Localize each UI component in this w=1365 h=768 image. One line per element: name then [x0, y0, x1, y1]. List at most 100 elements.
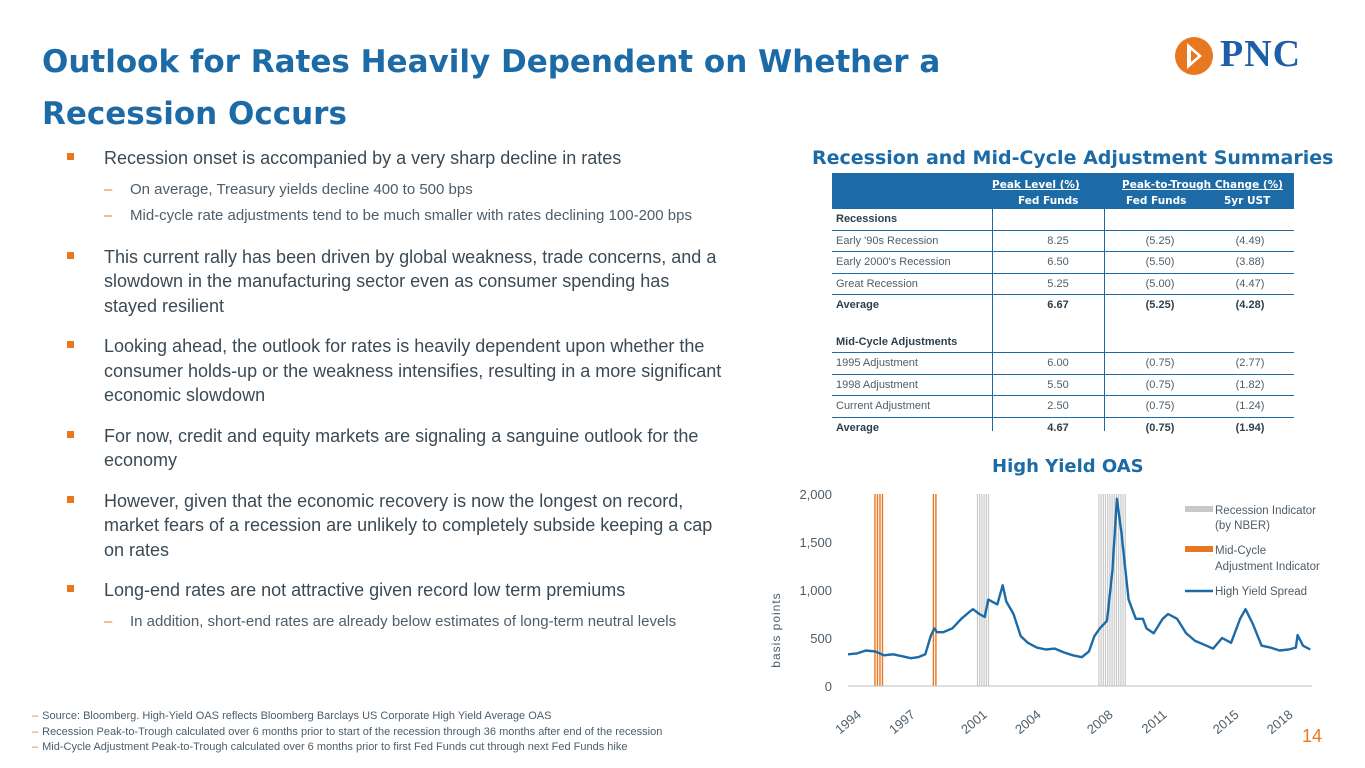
cell-name: Early '90s Recession: [836, 234, 939, 247]
cell-5yr-ust-change: (1.24): [1235, 400, 1265, 412]
table-divider: [1104, 209, 1105, 431]
page-title-line1: Outlook for Rates Heavily Dependent on W…: [42, 44, 941, 80]
sub-bullet-marker: –: [104, 612, 113, 630]
bullet-marker: [67, 251, 74, 259]
cell-name: Great Recession: [836, 277, 918, 290]
legend-spread-label: High Yield Spread: [1215, 586, 1307, 598]
bullet-list: Recession onset is accompanied by a very…: [64, 146, 724, 651]
legend-recession-label: Recession Indicator: [1215, 505, 1316, 517]
cell-fed-funds-change: (0.75): [1145, 357, 1175, 369]
cell-fed-funds-change: (5.25): [1145, 299, 1175, 311]
footnote-marker: –: [32, 725, 39, 738]
y-tick-label: 500: [810, 631, 832, 646]
cell-name: Current Adjustment: [836, 400, 931, 412]
cell-name: Early 2000's Recession: [836, 256, 951, 268]
cell-name: Average: [836, 421, 880, 434]
cell-5yr-ust-change: (4.28): [1235, 299, 1265, 311]
table-header: Peak Level (%) Peak-to-Trough Change (%)…: [832, 173, 1294, 209]
bullet-text: For now, credit and equity markets are s…: [104, 425, 699, 471]
cell-peak-level: 4.67: [1047, 421, 1069, 434]
table-title: Recession and Mid-Cycle Adjustment Summa…: [812, 147, 1334, 169]
pnc-logo-icon: [1175, 37, 1213, 75]
x-tick-label: 2001: [958, 707, 990, 737]
header-fed-funds: Fed Funds: [1018, 195, 1079, 207]
legend-midcycle-swatch: [1185, 546, 1213, 552]
legend-recession-swatch: [1185, 506, 1213, 512]
cell-5yr-ust-change: (4.49): [1235, 234, 1265, 247]
section-label-text: Mid-Cycle Adjustments: [836, 335, 958, 348]
bullet-item: Recession onset is accompanied by a very…: [64, 146, 724, 229]
legend-midcycle-label: Mid-Cycle: [1215, 545, 1266, 557]
header-peak-to-trough: Peak-to-Trough Change (%): [1122, 179, 1283, 191]
bullet-item: This current rally has been driven by gl…: [64, 245, 724, 319]
chart-title: High Yield OAS: [992, 456, 1144, 477]
cell-peak-level: 2.50: [1047, 400, 1069, 412]
bullet-marker: [67, 153, 74, 160]
sub-bullet-list: – On average, Treasury yields decline 400…: [104, 177, 724, 229]
bullet-item: However, given that the economic recover…: [64, 489, 724, 563]
sub-bullet-text: Mid-cycle rate adjustments tend to be mu…: [130, 206, 692, 224]
x-tick-label: 2004: [1012, 707, 1044, 737]
table-body: Recessions Early '90s Recession 8.25 (5.25)…: [832, 209, 1294, 438]
cell-peak-level: 5.50: [1047, 378, 1069, 391]
footnote: – Recession Peak-to-Trough calculated ove…: [32, 725, 662, 741]
table-row: Great Recession 5.25 (5.00) (4.47): [832, 272, 1294, 295]
y-axis-label: basis points: [769, 592, 783, 667]
sub-bullet-item: – In addition, short-end rates are alread…: [104, 609, 724, 635]
footnote: – Source: Bloomberg. High-Yield OAS refle…: [32, 709, 662, 725]
page-title: Outlook for Rates Heavily Dependent on W…: [42, 36, 1042, 140]
sub-bullet-text: In addition, short-end rates are already…: [130, 612, 677, 630]
sub-bullet-marker: –: [104, 180, 113, 198]
bullet-text: However, given that the economic recover…: [104, 490, 713, 560]
page-title-line2: Recession Occurs: [42, 96, 347, 132]
cell-name: 1995 Adjustment: [836, 357, 918, 369]
bullet-marker: [67, 430, 74, 438]
table-row: Early 2000's Recession 6.50 (5.50) (3.88): [832, 251, 1294, 273]
x-tick-label: 2011: [1139, 707, 1170, 736]
sub-bullet-item: – On average, Treasury yields decline 400…: [104, 177, 724, 203]
footnote-text: Mid-Cycle Adjustment Peak-to-Trough calc…: [42, 741, 628, 753]
bullet-item: Looking ahead, the outlook for rates is …: [64, 334, 724, 408]
sub-bullet-list: – In addition, short-end rates are alread…: [104, 609, 724, 635]
x-tick-label: 1997: [886, 707, 918, 737]
footnote-marker: –: [32, 741, 39, 753]
cell-peak-level: 6.50: [1047, 256, 1069, 268]
x-tick-label: 2008: [1084, 707, 1116, 737]
bullet-text: Looking ahead, the outlook for rates is …: [104, 336, 722, 405]
high-yield-spread-line: [847, 497, 1311, 660]
x-tick-label: 2018: [1264, 707, 1296, 737]
table-row: Early '90s Recession 8.25 (5.25) (4.49): [832, 229, 1294, 252]
bullet-item: Long-end rates are not attractive given …: [64, 578, 724, 635]
table-section-label: Mid-Cycle Adjustments: [832, 332, 1294, 353]
bullet-text: Recession onset is accompanied by a very…: [104, 148, 622, 168]
legend-midcycle-label-2: Adjustment Indicator: [1215, 561, 1320, 573]
cell-name: Average: [836, 299, 880, 311]
header-5yr-ust: 5yr UST: [1224, 195, 1271, 207]
cell-fed-funds-change: (0.75): [1145, 421, 1175, 434]
x-tick-label: 2015: [1210, 707, 1242, 737]
footnote-text: Recession Peak-to-Trough calculated over…: [42, 725, 663, 738]
section-label-text: Recessions: [836, 213, 898, 225]
table-average-row: Average 6.67 (5.25) (4.28): [832, 294, 1294, 316]
y-tick-label: 1,500: [799, 535, 832, 550]
summary-table: Peak Level (%) Peak-to-Trough Change (%)…: [832, 173, 1294, 438]
bullet-marker: [67, 495, 74, 503]
cell-5yr-ust-change: (3.88): [1235, 256, 1265, 268]
header-peak-level: Peak Level (%): [992, 179, 1080, 191]
table-row: 1998 Adjustment 5.50 (0.75) (1.82): [832, 373, 1294, 396]
cell-peak-level: 6.67: [1047, 299, 1069, 311]
cell-fed-funds-change: (0.75): [1145, 378, 1175, 391]
bullet-item: For now, credit and equity markets are s…: [64, 424, 724, 473]
bullet-marker: [67, 341, 74, 348]
cell-peak-level: 5.25: [1047, 277, 1069, 290]
table-average-row: Average 4.67 (0.75) (1.94): [832, 416, 1294, 439]
x-tick-label: 1994: [832, 707, 864, 737]
cell-fed-funds-change: (0.75): [1145, 400, 1175, 412]
cell-fed-funds-change: (5.00): [1145, 277, 1175, 290]
cell-fed-funds-change: (5.50): [1145, 256, 1175, 268]
bullet-marker: [67, 585, 74, 592]
pnc-logo: PNC: [1174, 33, 1334, 80]
table-row: Current Adjustment 2.50 (0.75) (1.24): [832, 395, 1294, 417]
cell-5yr-ust-change: (4.47): [1235, 277, 1265, 290]
sub-bullet-item: – Mid-cycle rate adjustments tend to be m…: [104, 203, 724, 229]
